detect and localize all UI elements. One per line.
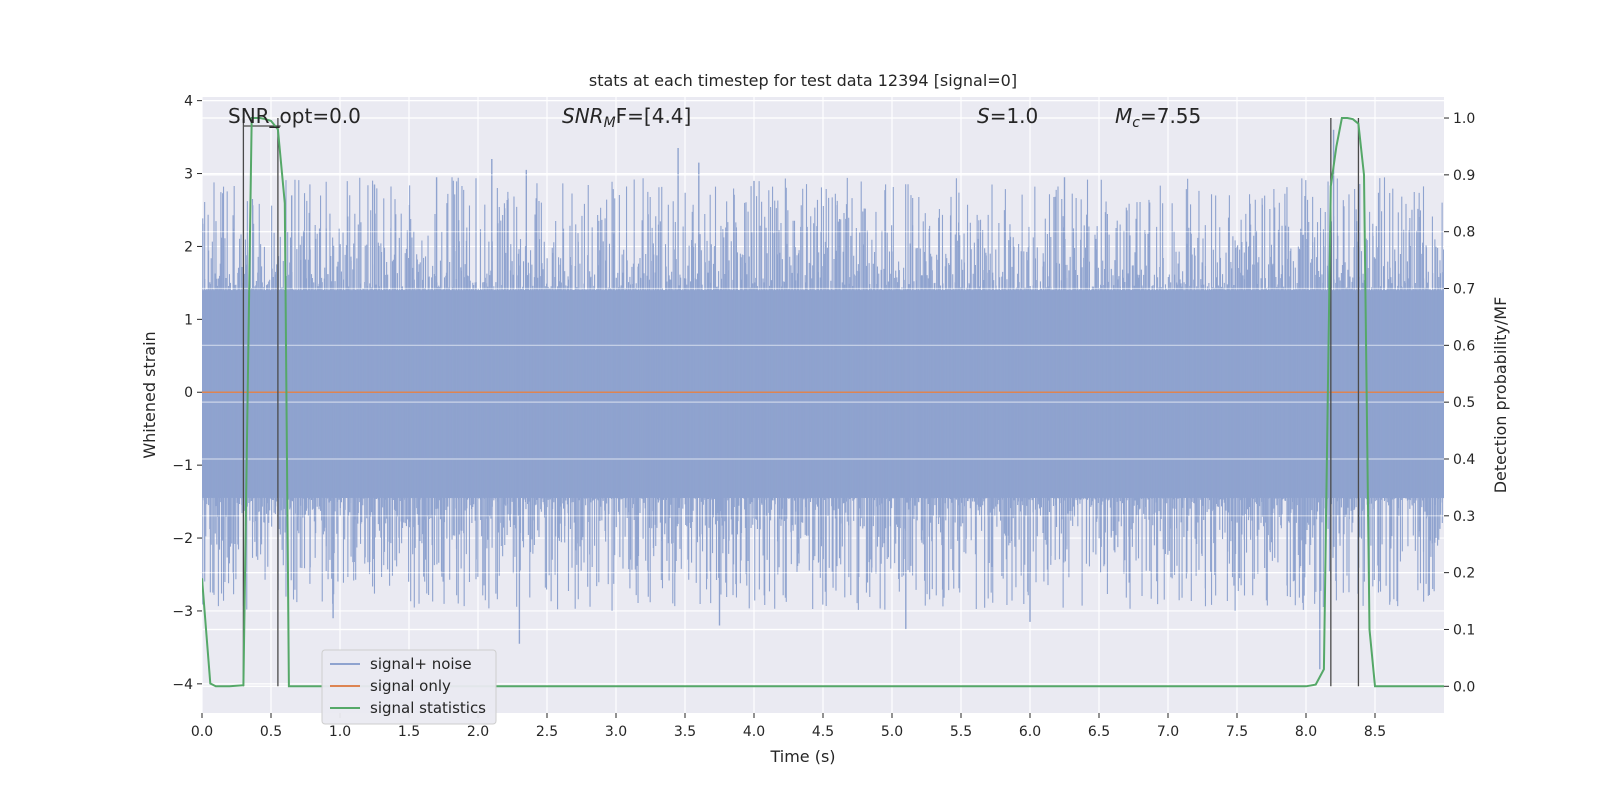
legend-label-signal-noise: signal+ noise	[370, 655, 472, 673]
y-tick-label: −1	[172, 458, 193, 474]
annotation-s: S=1.0	[977, 104, 1038, 128]
y-tick-label: −3	[172, 604, 193, 620]
y-tick-label: 4	[184, 94, 193, 110]
y-right-tick-label: 0.0	[1453, 679, 1475, 695]
y-right-tick-label: 0.5	[1453, 395, 1475, 411]
x-tick-label: 0.5	[260, 724, 282, 740]
y-tick-label: 3	[184, 167, 193, 183]
legend-box	[321, 649, 497, 725]
y-right-tick-label: 0.8	[1453, 225, 1475, 241]
y-right-tick-label: 0.9	[1453, 168, 1475, 184]
annotation-s-value: =1.0	[990, 104, 1039, 128]
x-tick-label: 3.0	[605, 724, 627, 740]
y-right-tick-label: 0.1	[1453, 622, 1475, 638]
legend-label-signal-statistics: signal statistics	[370, 699, 486, 717]
annotation-mc-subscript: c	[1132, 115, 1140, 131]
annotation-snr-mf-base: SNR	[562, 104, 604, 128]
y-tick-label: −4	[172, 677, 193, 693]
y-right-tick-label: 1.0	[1453, 111, 1475, 127]
y-axis-ticks: 4 3 2 1 0 −1 −2 −3 −4	[172, 94, 202, 693]
annotation-mc-variable: M	[1115, 104, 1132, 128]
x-tick-label: 3.5	[674, 724, 696, 740]
x-tick-label: 4.5	[812, 724, 834, 740]
y-tick-label: 0	[184, 385, 193, 401]
x-tick-label: 6.5	[1088, 724, 1110, 740]
vertical-markers	[242, 118, 1360, 687]
annotation-snr-mf-value: F=[4.4]	[616, 104, 692, 128]
y-right-tick-label: 0.7	[1453, 282, 1475, 298]
x-tick-label: 0.0	[191, 724, 213, 740]
y-axis-label: Whitened strain	[140, 331, 159, 458]
annotation-snr-mf-subscript: M	[604, 115, 616, 131]
plot-area	[201, 97, 1444, 713]
annotation-mc: Mc=7.55	[1115, 104, 1201, 131]
legend-label-signal-only: signal only	[370, 677, 451, 695]
annotation-s-variable: S	[977, 104, 990, 128]
y-axis-right-ticks: 1.0 0.9 0.8 0.7 0.6 0.5 0.4 0.3 0.2 0.1 0.0	[1444, 111, 1475, 695]
chart-title: stats at each timestep for test data 123…	[589, 71, 1017, 90]
annotations: SNR_opt=0.0 SNRMF=[4.4] S=1.0 Mc=7.55	[228, 104, 1201, 131]
y-right-tick-label: 0.6	[1453, 338, 1475, 354]
x-tick-label: 1.0	[329, 724, 351, 740]
x-tick-label: 2.0	[467, 724, 489, 740]
annotation-snr-opt: SNR_opt=0.0	[228, 104, 361, 128]
annotation-mc-value: =7.55	[1140, 104, 1201, 128]
x-tick-label: 8.0	[1295, 724, 1317, 740]
y-axis-label-right: Detection probability/MF	[1491, 297, 1510, 494]
y-right-tick-label: 0.4	[1453, 452, 1475, 468]
x-tick-label: 7.0	[1157, 724, 1179, 740]
y-right-tick-label: 0.3	[1453, 509, 1475, 525]
x-tick-label: 8.5	[1364, 724, 1386, 740]
x-tick-label: 6.0	[1019, 724, 1041, 740]
x-tick-label: 4.0	[743, 724, 765, 740]
y-right-tick-label: 0.2	[1453, 566, 1475, 582]
series-signal-statistics	[202, 117, 1444, 688]
annotation-snr-mf: SNRMF=[4.4]	[562, 104, 691, 131]
x-tick-label: 1.5	[398, 724, 420, 740]
legend: signal+ noise signal only signal statist…	[321, 649, 497, 725]
y-tick-label: 2	[184, 239, 193, 255]
x-tick-label: 5.5	[950, 724, 972, 740]
x-tick-label: 2.5	[536, 724, 558, 740]
y-tick-label: 1	[184, 312, 193, 328]
x-axis-label: Time (s)	[769, 747, 835, 766]
y-tick-label: −2	[172, 531, 193, 547]
x-tick-label: 7.5	[1226, 724, 1248, 740]
x-tick-label: 5.0	[881, 724, 903, 740]
